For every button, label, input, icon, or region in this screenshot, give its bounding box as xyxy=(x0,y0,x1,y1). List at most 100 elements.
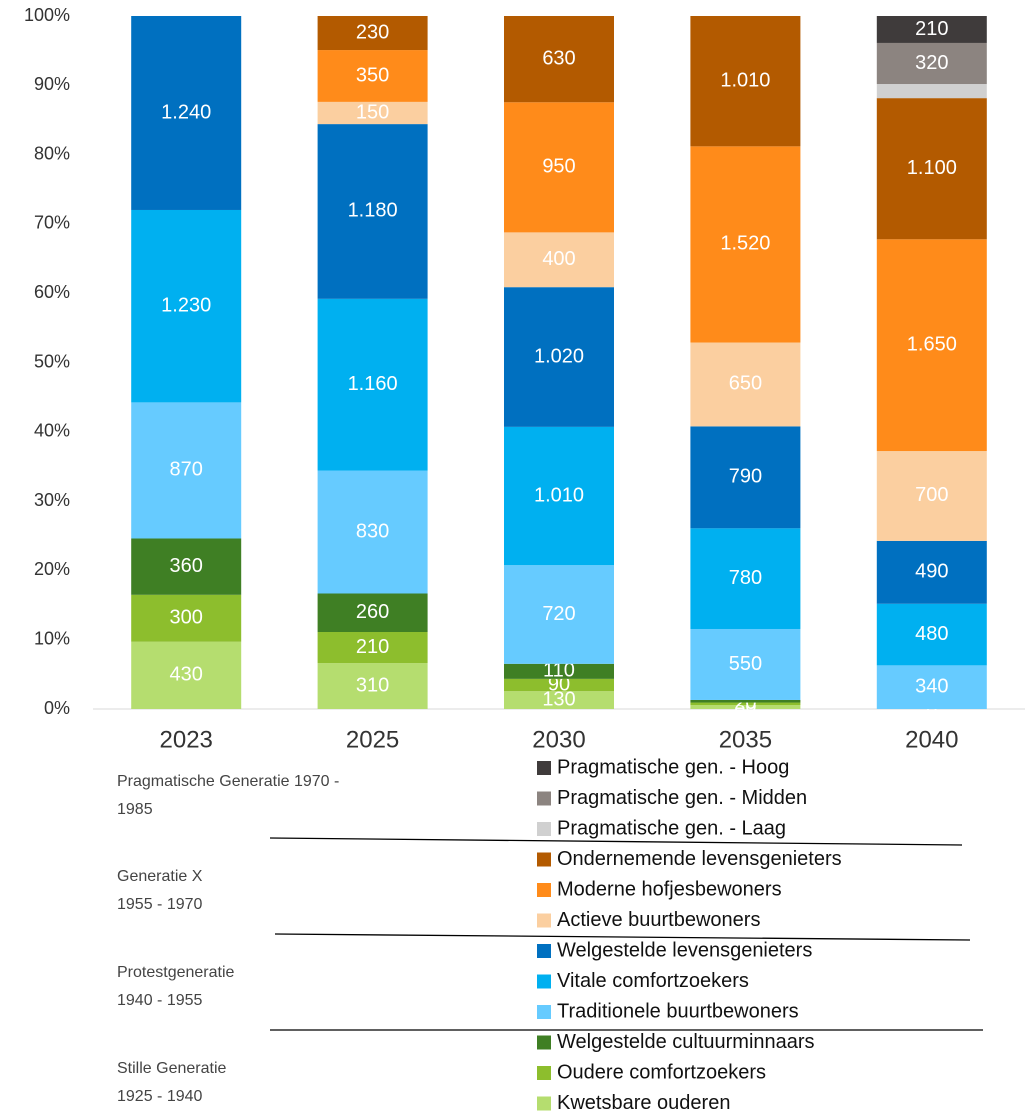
bar-segment xyxy=(690,699,801,703)
legend-swatch xyxy=(537,1035,551,1050)
legend-swatch xyxy=(537,944,551,958)
bar-segment xyxy=(317,470,428,594)
legend-swatch xyxy=(537,791,551,806)
data-label: 320 xyxy=(915,52,948,74)
bar-segment xyxy=(690,702,801,706)
data-label: 1.020 xyxy=(534,345,584,367)
bar-segment xyxy=(131,641,242,709)
legend-swatch xyxy=(537,761,551,775)
data-label: 350 xyxy=(356,64,389,86)
bar-segment xyxy=(317,50,428,102)
bar-segment xyxy=(317,16,428,51)
data-label: 1.520 xyxy=(720,233,770,255)
data-label: 1.160 xyxy=(348,373,398,395)
bar-segment xyxy=(876,98,987,240)
data-label: 150 xyxy=(356,101,389,123)
bar-segment xyxy=(504,287,614,427)
legend-label: Traditionele buurtbewoners xyxy=(557,1000,799,1022)
bar-segment xyxy=(504,691,614,709)
group-label: 1955 - 1970 xyxy=(117,896,203,913)
bar-segment xyxy=(690,628,801,700)
data-label: 130 xyxy=(542,688,575,710)
y-tick-label: 0% xyxy=(44,698,70,718)
bar-segment xyxy=(876,603,987,666)
data-label: 360 xyxy=(170,555,203,577)
y-tick-label: 50% xyxy=(34,351,70,371)
y-tick-label: 60% xyxy=(34,282,70,302)
legend-label: Pragmatische gen. - Hoog xyxy=(557,756,789,778)
data-label: 210 xyxy=(915,18,948,40)
group-separator xyxy=(274,933,971,941)
data-label: 550 xyxy=(729,653,762,675)
legend-label: Moderne hofjesbewoners xyxy=(557,878,782,900)
bar-segment xyxy=(504,102,614,233)
bar-segment xyxy=(690,705,801,709)
bar-segment xyxy=(131,594,242,642)
legend-swatch xyxy=(537,883,551,897)
data-label: 210 xyxy=(356,636,389,658)
bar-segment xyxy=(876,540,987,604)
x-tick-label: 2023 xyxy=(160,726,213,753)
legend-swatch xyxy=(537,1096,551,1111)
bar-segment xyxy=(317,101,428,125)
data-label: 700 xyxy=(915,484,948,506)
data-label: 260 xyxy=(356,601,389,623)
legend-label: Actieve buurtbewoners xyxy=(557,909,760,931)
legend-swatch xyxy=(537,913,551,928)
bar-segment xyxy=(876,84,987,99)
y-tick-label: 20% xyxy=(34,559,70,579)
data-label: 650 xyxy=(729,373,762,395)
y-tick-label: 70% xyxy=(34,213,70,233)
data-label: 830 xyxy=(356,520,389,542)
data-label: 1.010 xyxy=(534,484,584,506)
group-label: 1940 - 1955 xyxy=(117,992,203,1009)
y-tick-label: 90% xyxy=(34,74,70,94)
bar-segment xyxy=(504,232,614,288)
bar-segment xyxy=(317,632,428,664)
data-label: 1.010 xyxy=(720,69,770,91)
data-label: 310 xyxy=(356,674,389,696)
legend-swatch xyxy=(537,1066,551,1080)
legend-label: Oudere comfortzoekers xyxy=(557,1061,766,1083)
legend-label: Welgestelde levensgenieters xyxy=(557,939,812,961)
bar-segment xyxy=(131,209,242,403)
bar-segment xyxy=(690,528,801,629)
y-tick-label: 10% xyxy=(34,628,70,648)
data-label: 1.180 xyxy=(348,200,398,222)
group-separator xyxy=(269,837,963,846)
y-tick-label: 100% xyxy=(24,5,70,25)
bar-segment xyxy=(317,124,428,299)
data-label: 950 xyxy=(542,156,575,178)
bar-segment xyxy=(690,342,801,427)
data-label: 1.650 xyxy=(907,333,957,355)
bar-segment xyxy=(317,593,428,632)
bar-segment xyxy=(317,663,428,709)
data-label: 870 xyxy=(170,459,203,481)
legend-swatch xyxy=(537,1005,551,1019)
data-label: 720 xyxy=(542,603,575,625)
bar-segment xyxy=(504,678,614,692)
legend-swatch xyxy=(537,822,551,836)
bar-segment xyxy=(876,16,987,43)
x-tick-label: 2025 xyxy=(346,726,399,753)
data-label: 790 xyxy=(729,466,762,488)
data-label: 340 xyxy=(915,675,948,697)
data-label: 1.100 xyxy=(907,157,957,179)
legend-swatch xyxy=(537,974,551,989)
bar-segment xyxy=(131,16,242,210)
bar-segment xyxy=(690,16,801,147)
data-label: 430 xyxy=(170,664,203,686)
x-tick-label: 2035 xyxy=(719,726,772,753)
x-tick-label: 2040 xyxy=(905,726,958,753)
legend-label: Pragmatische gen. - Midden xyxy=(557,787,807,809)
bar-segment xyxy=(131,538,242,595)
legend-label: Pragmatische gen. - Laag xyxy=(557,817,786,839)
y-tick-label: 40% xyxy=(34,421,70,441)
bar-segment xyxy=(504,565,614,664)
bar-segment xyxy=(876,239,987,452)
group-label: 1925 - 1940 xyxy=(117,1088,203,1105)
data-label: 780 xyxy=(729,567,762,589)
bar-segment xyxy=(690,146,801,343)
legend-swatch xyxy=(537,852,551,867)
